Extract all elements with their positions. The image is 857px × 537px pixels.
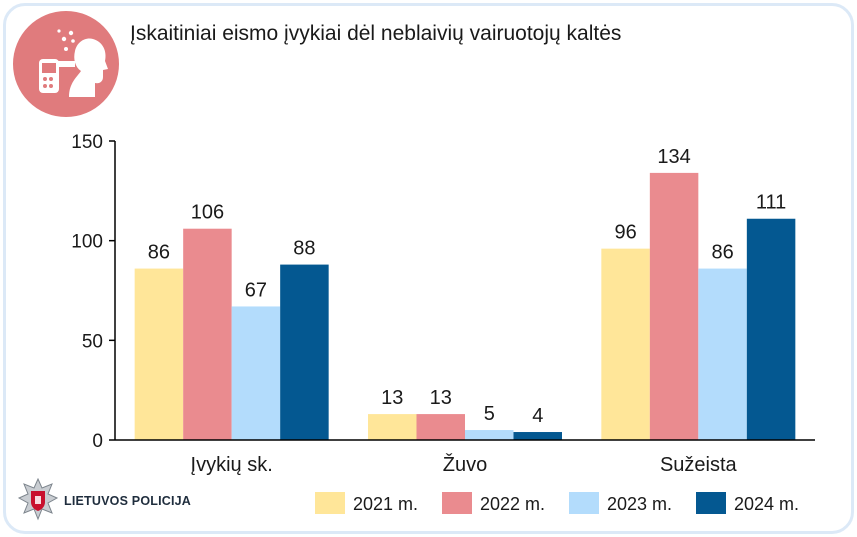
chart-title: Įskaitiniai eismo įvykiai dėl neblaivių … bbox=[130, 22, 622, 45]
bar bbox=[698, 268, 747, 440]
data-label: 134 bbox=[657, 146, 690, 168]
legend-swatch bbox=[696, 492, 726, 514]
police-logo-text: LIETUVOS POLICIJA bbox=[64, 494, 192, 508]
police-star-icon bbox=[18, 478, 58, 521]
chart-frame bbox=[3, 3, 854, 534]
police-logo: LIETUVOS POLICIJA bbox=[18, 478, 218, 524]
legend-label: 2023 m. bbox=[607, 494, 673, 514]
category-label: Sužeista bbox=[660, 454, 738, 476]
breathalyzer-icon bbox=[13, 11, 119, 117]
legend-swatch bbox=[569, 492, 599, 514]
category-label: Žuvo bbox=[443, 453, 487, 476]
data-label: 67 bbox=[245, 279, 267, 301]
bar bbox=[746, 218, 796, 440]
bar bbox=[368, 414, 417, 440]
data-label: 106 bbox=[191, 202, 224, 224]
data-label: 111 bbox=[756, 192, 786, 214]
y-tick-label: 0 bbox=[92, 431, 103, 452]
bar bbox=[231, 306, 281, 440]
data-label: 86 bbox=[148, 242, 170, 264]
bar bbox=[183, 228, 232, 440]
bar bbox=[513, 432, 562, 440]
data-label: 13 bbox=[381, 387, 403, 409]
category-label: Įvykių sk. bbox=[191, 454, 273, 476]
legend-label: 2021 m. bbox=[353, 494, 419, 514]
bar bbox=[280, 264, 329, 440]
y-tick-label: 50 bbox=[82, 331, 103, 352]
data-label: 88 bbox=[293, 238, 315, 260]
y-tick-label: 150 bbox=[71, 132, 103, 153]
legend-swatch bbox=[315, 492, 345, 514]
legend-label: 2022 m. bbox=[480, 494, 546, 514]
data-label: 86 bbox=[711, 242, 733, 264]
bar bbox=[134, 268, 184, 440]
bar bbox=[601, 248, 650, 440]
data-label: 96 bbox=[614, 222, 636, 244]
bar bbox=[416, 414, 465, 440]
data-label: 4 bbox=[532, 405, 543, 427]
y-tick-label: 100 bbox=[71, 232, 103, 253]
bar bbox=[649, 172, 699, 441]
legend-label: 2024 m. bbox=[734, 494, 800, 514]
bar bbox=[465, 430, 514, 440]
data-label: 5 bbox=[484, 403, 495, 425]
legend-swatch bbox=[442, 492, 472, 514]
data-label: 13 bbox=[430, 387, 452, 409]
